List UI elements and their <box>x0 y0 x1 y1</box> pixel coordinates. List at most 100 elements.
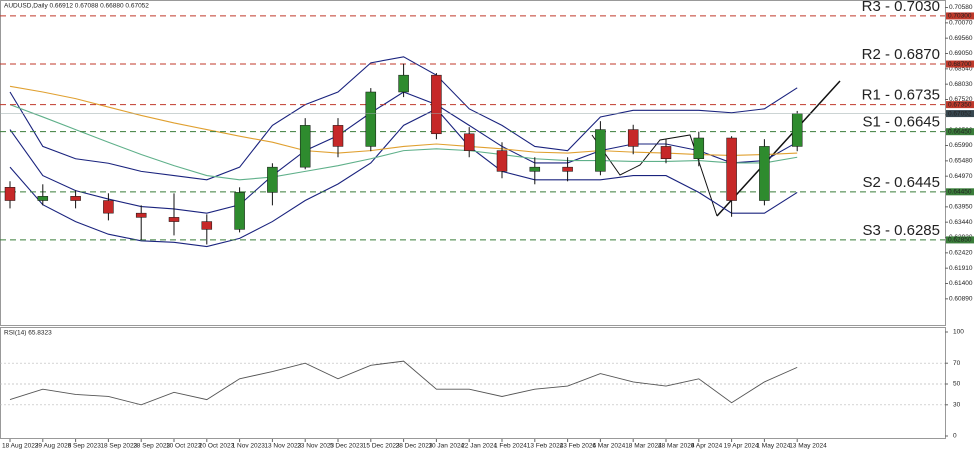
candle-body <box>365 91 377 147</box>
overlay-line <box>9 56 798 181</box>
x-tick-label: 1 Feb 2024 <box>494 443 527 450</box>
x-tick-label: 10 Oct 2023 <box>166 443 202 450</box>
candle-body <box>595 129 606 172</box>
y-tick-label: 30 <box>953 402 961 409</box>
level-label: S2 - 0.6445 <box>862 174 940 191</box>
candle-body <box>431 74 442 135</box>
x-tick-label: 18 Mar 2024 <box>625 443 662 450</box>
rsi-title: RSI(14) 65.8323 <box>4 330 52 337</box>
level-label: S3 - 0.6285 <box>862 222 940 239</box>
candle-body <box>398 74 409 93</box>
trend-line <box>716 80 841 217</box>
candle-body <box>791 113 803 147</box>
x-tick-label: 23 Nov 2023 <box>297 443 334 450</box>
candle-body <box>759 146 770 201</box>
x-tick-label: 10 Jan 2024 <box>428 443 464 450</box>
level-label: R3 - 0.7030 <box>862 0 940 15</box>
y-tick-label: 0.69050 <box>949 50 973 57</box>
level-tag-box <box>946 101 974 109</box>
level-tag: 0.66450 <box>948 128 972 135</box>
candle-body <box>463 133 475 151</box>
level-tag: 0.64450 <box>948 189 972 196</box>
y-tick-label: 0.61400 <box>949 280 973 287</box>
y-tick-label: 0.68540 <box>949 66 973 73</box>
x-tick-label: 23 Feb 2024 <box>560 443 597 450</box>
x-tick-label: 9 Apr 2024 <box>691 443 723 450</box>
y-tick-label: 0 <box>953 433 957 440</box>
y-tick-label: 100 <box>953 329 964 336</box>
x-tick-label: 1 May 2024 <box>756 443 790 450</box>
y-tick-label: 0.70070 <box>949 20 973 27</box>
x-tick-label: 29 Aug 2023 <box>35 443 72 450</box>
y-tick-label: 0.62420 <box>949 250 973 257</box>
x-tick-label: 19 Apr 2024 <box>724 443 759 450</box>
x-tick-label: 13 Nov 2023 <box>264 443 301 450</box>
x-tick-label: 28 Mar 2024 <box>658 443 695 450</box>
y-tick-label: 0.68030 <box>949 81 973 88</box>
x-tick-label: 20 Oct 2023 <box>199 443 235 450</box>
candle-body <box>299 125 311 168</box>
x-tick-label: 22 Jan 2024 <box>461 443 497 450</box>
level-label: S1 - 0.6645 <box>862 114 940 131</box>
y-tick-label: 0.64970 <box>949 173 973 180</box>
candle-body <box>627 129 639 147</box>
y-tick-label: 0.63440 <box>949 219 973 226</box>
level-tag-box <box>946 128 974 136</box>
level-tag-box <box>946 60 974 68</box>
x-tick-label: 18 Sep 2023 <box>100 443 137 450</box>
chart-title: AUDUSD,Daily 0.66912 0.67088 0.66880 0.6… <box>4 3 149 10</box>
level-label: R1 - 0.6735 <box>862 87 940 104</box>
x-tick-label: 15 Dec 2023 <box>363 443 400 450</box>
level-tag: 0.62850 <box>948 237 972 244</box>
y-tick-label: 0.65990 <box>949 142 973 149</box>
y-tick-label: 50 <box>953 381 961 388</box>
candle-body <box>168 217 180 222</box>
candle-body <box>103 200 114 214</box>
rsi-pane-frame <box>0 327 946 439</box>
x-tick-label: 28 Dec 2023 <box>396 443 433 450</box>
x-tick-label: 1 Nov 2023 <box>232 443 266 450</box>
candle-body <box>201 221 213 230</box>
level-label: R2 - 0.6870 <box>862 46 940 63</box>
rsi-line <box>9 360 798 406</box>
candle-body <box>135 212 147 218</box>
level-tag: 0.70300 <box>948 13 972 20</box>
x-tick-label: 13 May 2024 <box>789 443 827 450</box>
candle-body <box>234 192 245 230</box>
overlay-line <box>9 108 798 248</box>
y-tick-label: 0.67520 <box>949 96 973 103</box>
candle-body <box>70 196 81 201</box>
main-pane-frame <box>0 0 946 326</box>
level-tag-box <box>946 12 974 20</box>
x-tick-label: 13 Feb 2024 <box>527 443 564 450</box>
candle-body <box>726 137 737 201</box>
level-tag-box <box>946 236 974 244</box>
candle-body <box>267 166 278 193</box>
y-tick-label: 0.63950 <box>949 204 973 211</box>
x-tick-label: 5 Dec 2023 <box>330 443 364 450</box>
x-tick-label: 28 Sep 2023 <box>133 443 170 450</box>
candle-body <box>529 166 541 172</box>
candle-body <box>496 150 508 172</box>
candle-body <box>37 196 49 201</box>
x-tick-label: 6 Sep 2023 <box>68 443 102 450</box>
candle-body <box>660 146 672 159</box>
last-price-tag: 0.67052 <box>948 110 972 117</box>
level-tag-box <box>946 188 974 196</box>
level-tag: 0.67350 <box>948 101 972 108</box>
level-tag: 0.68700 <box>948 61 972 68</box>
y-tick-label: 0.65480 <box>949 158 973 165</box>
x-tick-label: 6 Mar 2024 <box>592 443 625 450</box>
y-tick-label: 0.60890 <box>949 296 973 303</box>
y-tick-label: 0.70580 <box>949 4 973 11</box>
y-tick-label: 0.61910 <box>949 265 973 272</box>
candle-body <box>332 125 344 147</box>
y-tick-label: 70 <box>953 360 961 367</box>
candle-body <box>562 166 573 172</box>
x-tick-label: 18 Aug 2023 <box>2 443 39 450</box>
candle-body <box>4 187 16 201</box>
candle-body <box>693 137 705 159</box>
last-price-box <box>946 110 974 118</box>
